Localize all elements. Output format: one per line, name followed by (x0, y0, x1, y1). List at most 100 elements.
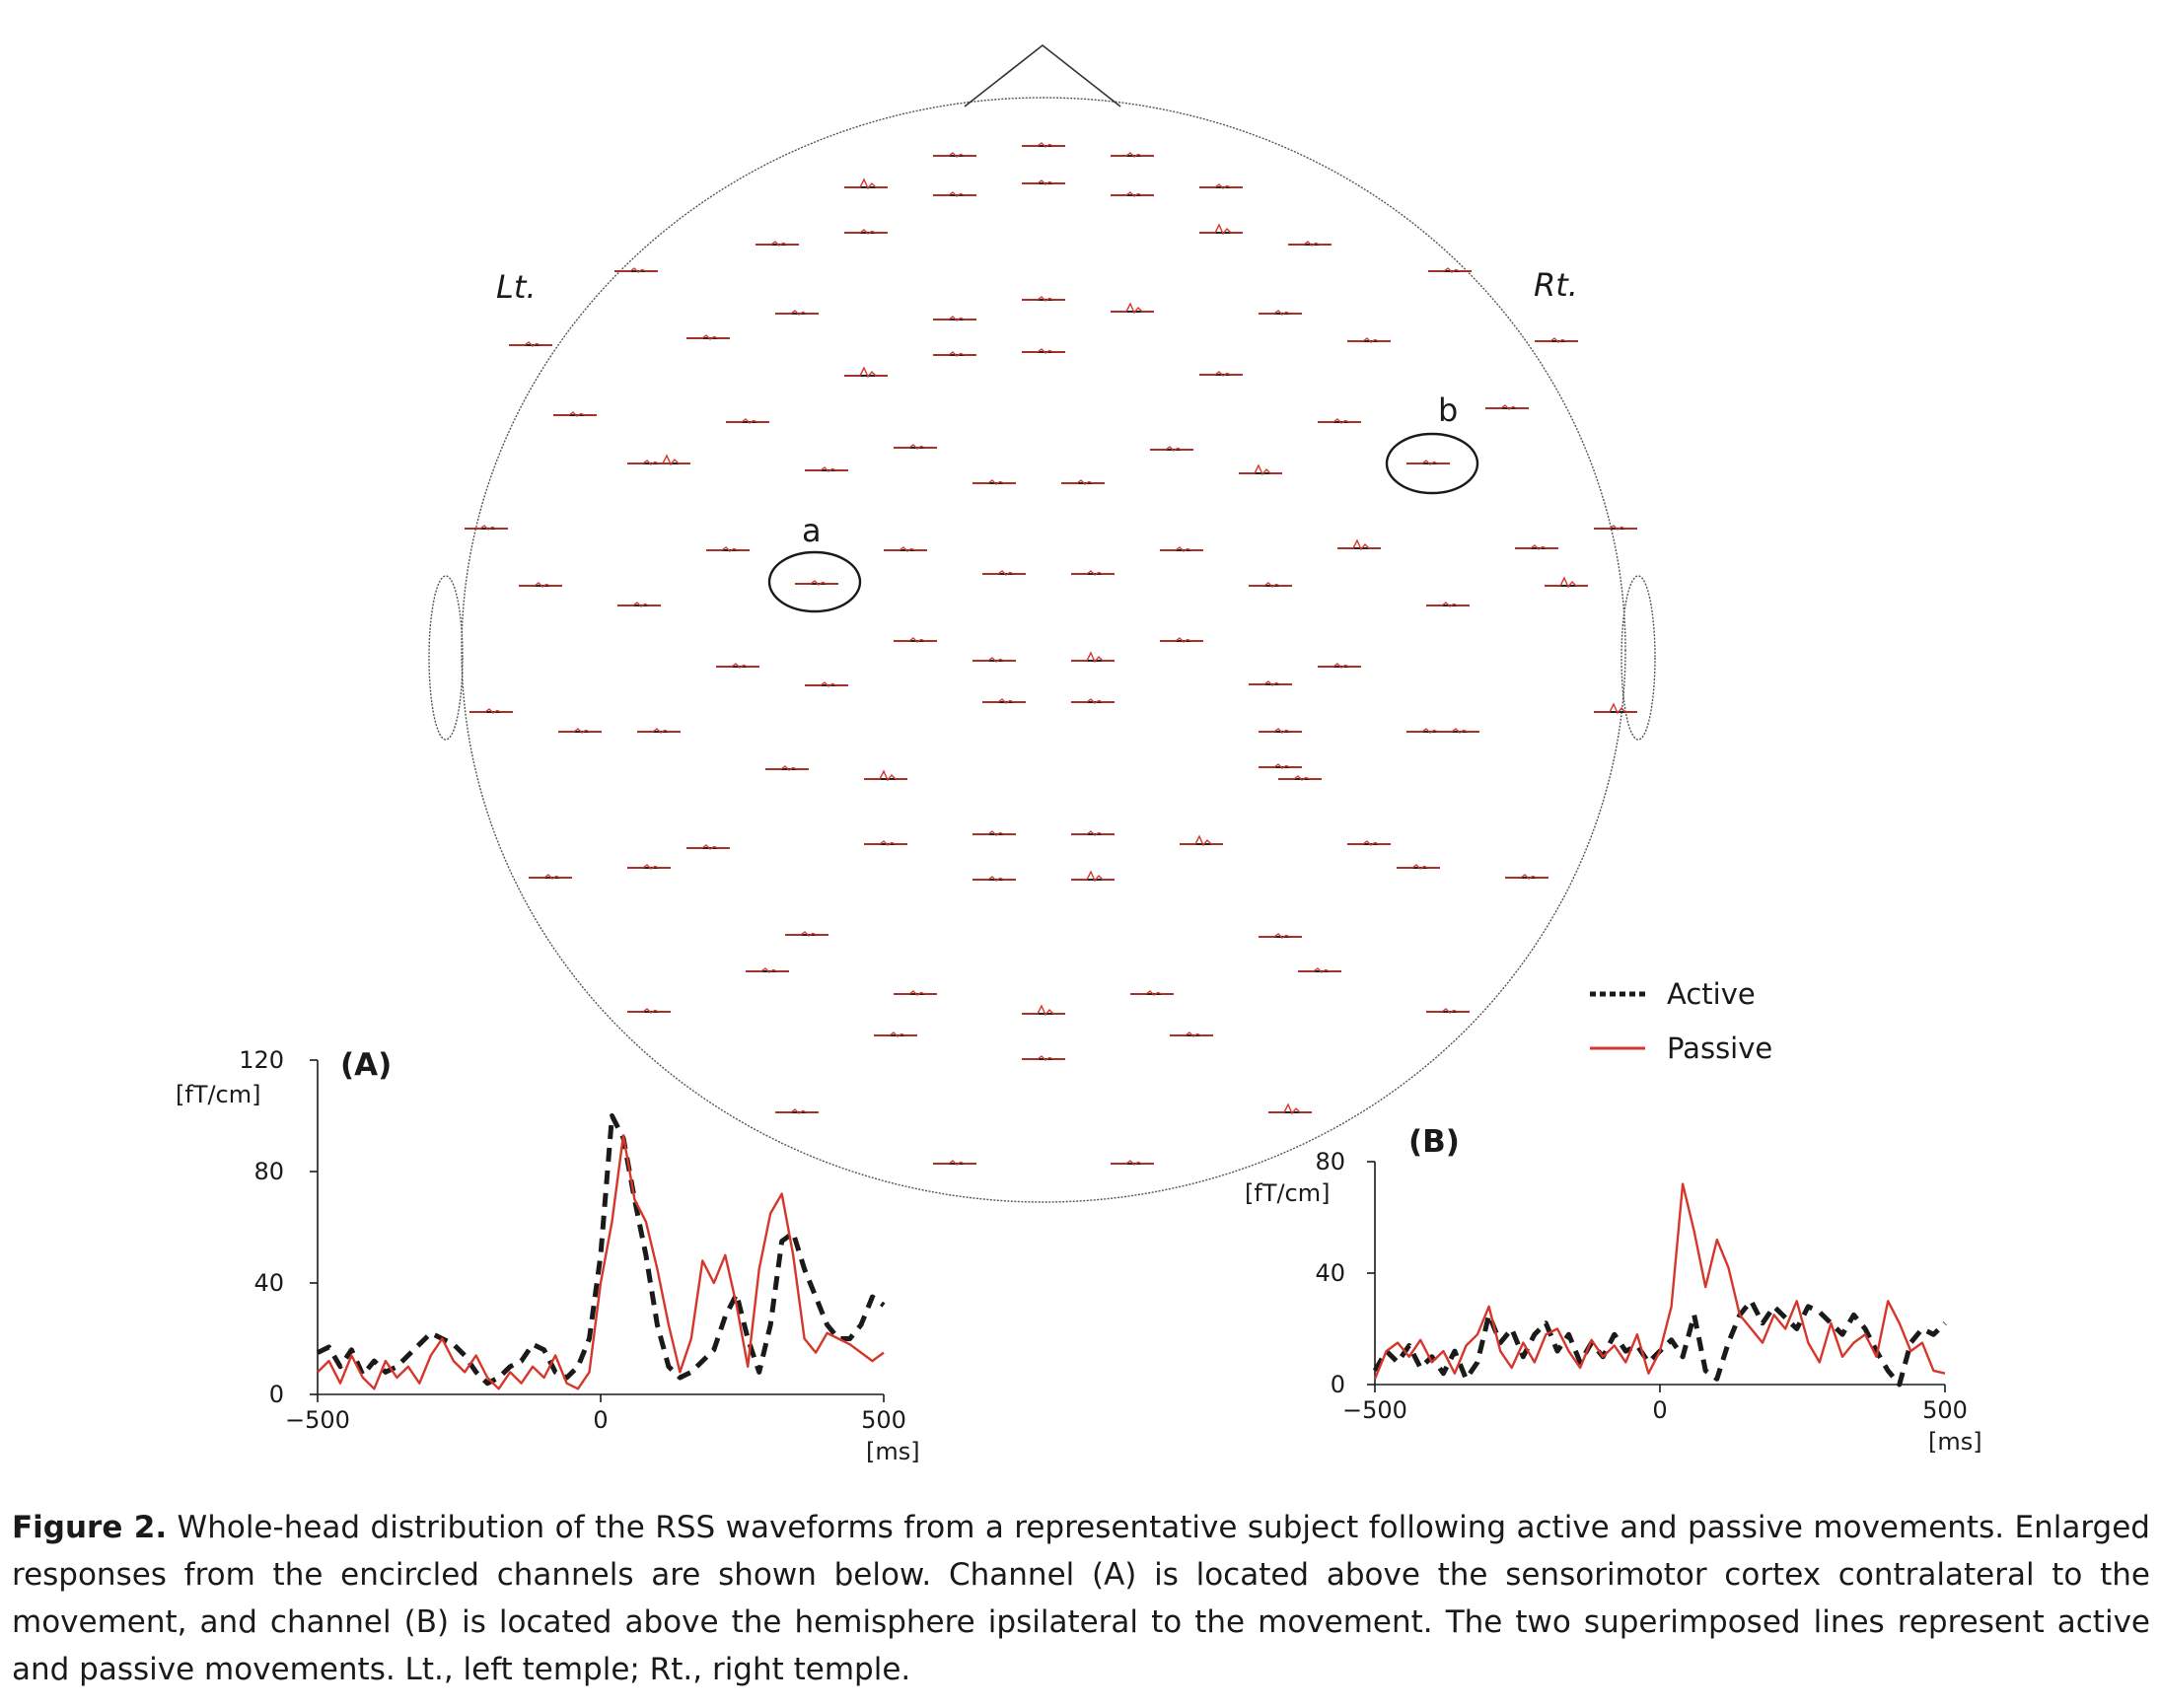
sensor-waveform-33 (1150, 446, 1193, 452)
sensor-waveform-87 (1071, 870, 1115, 883)
sensor-waveform-64 (1249, 680, 1292, 686)
sensor-waveform-58 (972, 657, 1016, 663)
sensor-waveform-80 (1180, 834, 1223, 847)
sensor-waveform-79 (1071, 830, 1115, 836)
sensor-waveform-3 (844, 178, 888, 190)
sensor-waveform-62 (982, 698, 1026, 704)
panel-b-series-passive (1373, 1182, 1946, 1380)
sensor-waveform-15 (933, 316, 976, 321)
sensor-waveform-63 (1071, 698, 1115, 704)
legend-active-label: Active (1667, 977, 1756, 1011)
sensor-waveform-7 (1199, 183, 1243, 189)
sensor-waveform-71 (1436, 728, 1479, 734)
sensor-waveform-11 (1288, 241, 1332, 247)
sensor-waveform-88 (785, 931, 828, 937)
panel-a-x-tick-label: 0 (593, 1406, 608, 1434)
figure-canvas: Lt. Rt. a b Active Passive (A) [fT/cm] [… (176, 43, 1982, 1465)
sensor-waveform-1 (1022, 142, 1065, 148)
sensor-waveform-30 (1318, 418, 1361, 424)
sensor-waveform-57 (716, 663, 759, 669)
sensor-waveform-8 (756, 241, 799, 247)
figure-caption: Figure 2. Whole-head distribution of the… (12, 1504, 2150, 1693)
panel-b-x-tick-label: 500 (1922, 1396, 1968, 1424)
sensor-waveform-26 (1199, 371, 1243, 377)
sensor-waveform-13 (1428, 267, 1472, 273)
sensor-waveform-100 (775, 1108, 819, 1114)
panel-b-series-active (1372, 1298, 1947, 1388)
sensor-waveform-44 (1160, 546, 1203, 552)
sensor-waveform-37 (1061, 479, 1105, 485)
sensor-waveform-84 (1397, 864, 1440, 870)
sensor-waveform-43 (884, 546, 927, 552)
sensor-waveform-10 (1199, 223, 1243, 236)
sensor-waveform-81 (1347, 840, 1391, 846)
sensor-waveform-16 (1022, 296, 1065, 302)
panel-b-y-tick-label: 80 (1315, 1148, 1345, 1175)
sensor-waveform-97 (874, 1032, 917, 1037)
panel-a-y-tick-label: 80 (253, 1158, 284, 1185)
sensor-waveform-4 (933, 191, 976, 197)
left-ear-shape (428, 575, 464, 741)
panel-b-x-tick-label: 0 (1652, 1396, 1667, 1424)
panel-a-y-tick-label: 120 (239, 1046, 284, 1074)
panel-b-y-unit: [fT/cm] (1245, 1179, 1331, 1207)
sensor-waveform-6 (1111, 191, 1154, 197)
sensor-waveform-29 (553, 411, 597, 417)
encircle-a (767, 550, 862, 613)
panel-a-y-unit: [fT/cm] (176, 1081, 261, 1108)
sensor-waveform-99 (1170, 1032, 1213, 1037)
sensor-waveform-50 (519, 582, 562, 588)
sensor-waveform-22 (1347, 337, 1391, 343)
caption-text: Whole-head distribution of the RSS wavef… (12, 1510, 2150, 1687)
sensor-waveform-59 (1071, 651, 1115, 664)
sensor-waveform-45 (1337, 538, 1381, 551)
sensor-waveform-35 (805, 466, 848, 472)
sensor-waveform-9 (844, 229, 888, 235)
left-temple-label: Lt. (496, 268, 537, 306)
panel-a-x-unit: [ms] (866, 1438, 920, 1465)
sensor-waveform-49 (1071, 570, 1115, 576)
panel-b-label: (B) (1408, 1124, 1460, 1160)
caption-label: Figure 2. (12, 1510, 168, 1545)
sensor-waveform-82 (529, 874, 572, 880)
nose-shape (964, 43, 1121, 107)
legend: Active Passive (1590, 977, 1772, 1065)
sensor-waveform-14 (775, 310, 819, 316)
sensor-waveform-32 (894, 444, 937, 450)
sensor-waveform-75 (1259, 763, 1302, 769)
sensor-waveform-56 (1160, 637, 1203, 643)
sensor-waveform-98 (1022, 1055, 1065, 1061)
right-ear-shape (1620, 575, 1656, 741)
panel-a-label: (A) (340, 1047, 392, 1083)
sensor-waveform-73 (864, 769, 907, 782)
head-outline (428, 43, 1656, 1203)
sensor-waveform-89 (746, 967, 789, 973)
sensor-waveforms (465, 142, 1637, 1166)
sensor-waveform-47 (795, 580, 838, 586)
panel-a-series-active (316, 1113, 886, 1387)
sensor-waveform-91 (1298, 967, 1341, 973)
sensor-waveform-102 (933, 1160, 976, 1166)
panel-b-y-tick-label: 0 (1331, 1371, 1345, 1398)
sensor-waveform-96 (1426, 1008, 1470, 1014)
panel-a-x-tick-label: 500 (861, 1406, 906, 1434)
sensor-waveform-42 (706, 546, 750, 552)
panel-b-y-tick-label: 40 (1315, 1259, 1345, 1287)
sensor-waveform-54 (1426, 602, 1470, 607)
sensor-waveform-74 (1278, 775, 1322, 781)
sensor-waveform-46 (1515, 544, 1558, 550)
sensor-waveform-92 (627, 1008, 671, 1014)
sensor-waveform-25 (933, 351, 976, 357)
sensor-waveform-51 (1249, 582, 1292, 588)
sensor-waveform-94 (1022, 1004, 1065, 1017)
sensor-waveform-68 (637, 728, 681, 734)
sensor-waveform-53 (617, 602, 661, 607)
sensor-waveform-21 (1022, 348, 1065, 354)
sensor-waveform-83 (627, 864, 671, 870)
sensor-waveform-23 (1535, 337, 1578, 343)
panel-a-y-tick-label: 40 (253, 1269, 284, 1297)
sensor-waveform-90 (1259, 933, 1302, 939)
sensor-waveform-12 (614, 267, 658, 273)
sensor-waveform-0 (933, 152, 976, 158)
